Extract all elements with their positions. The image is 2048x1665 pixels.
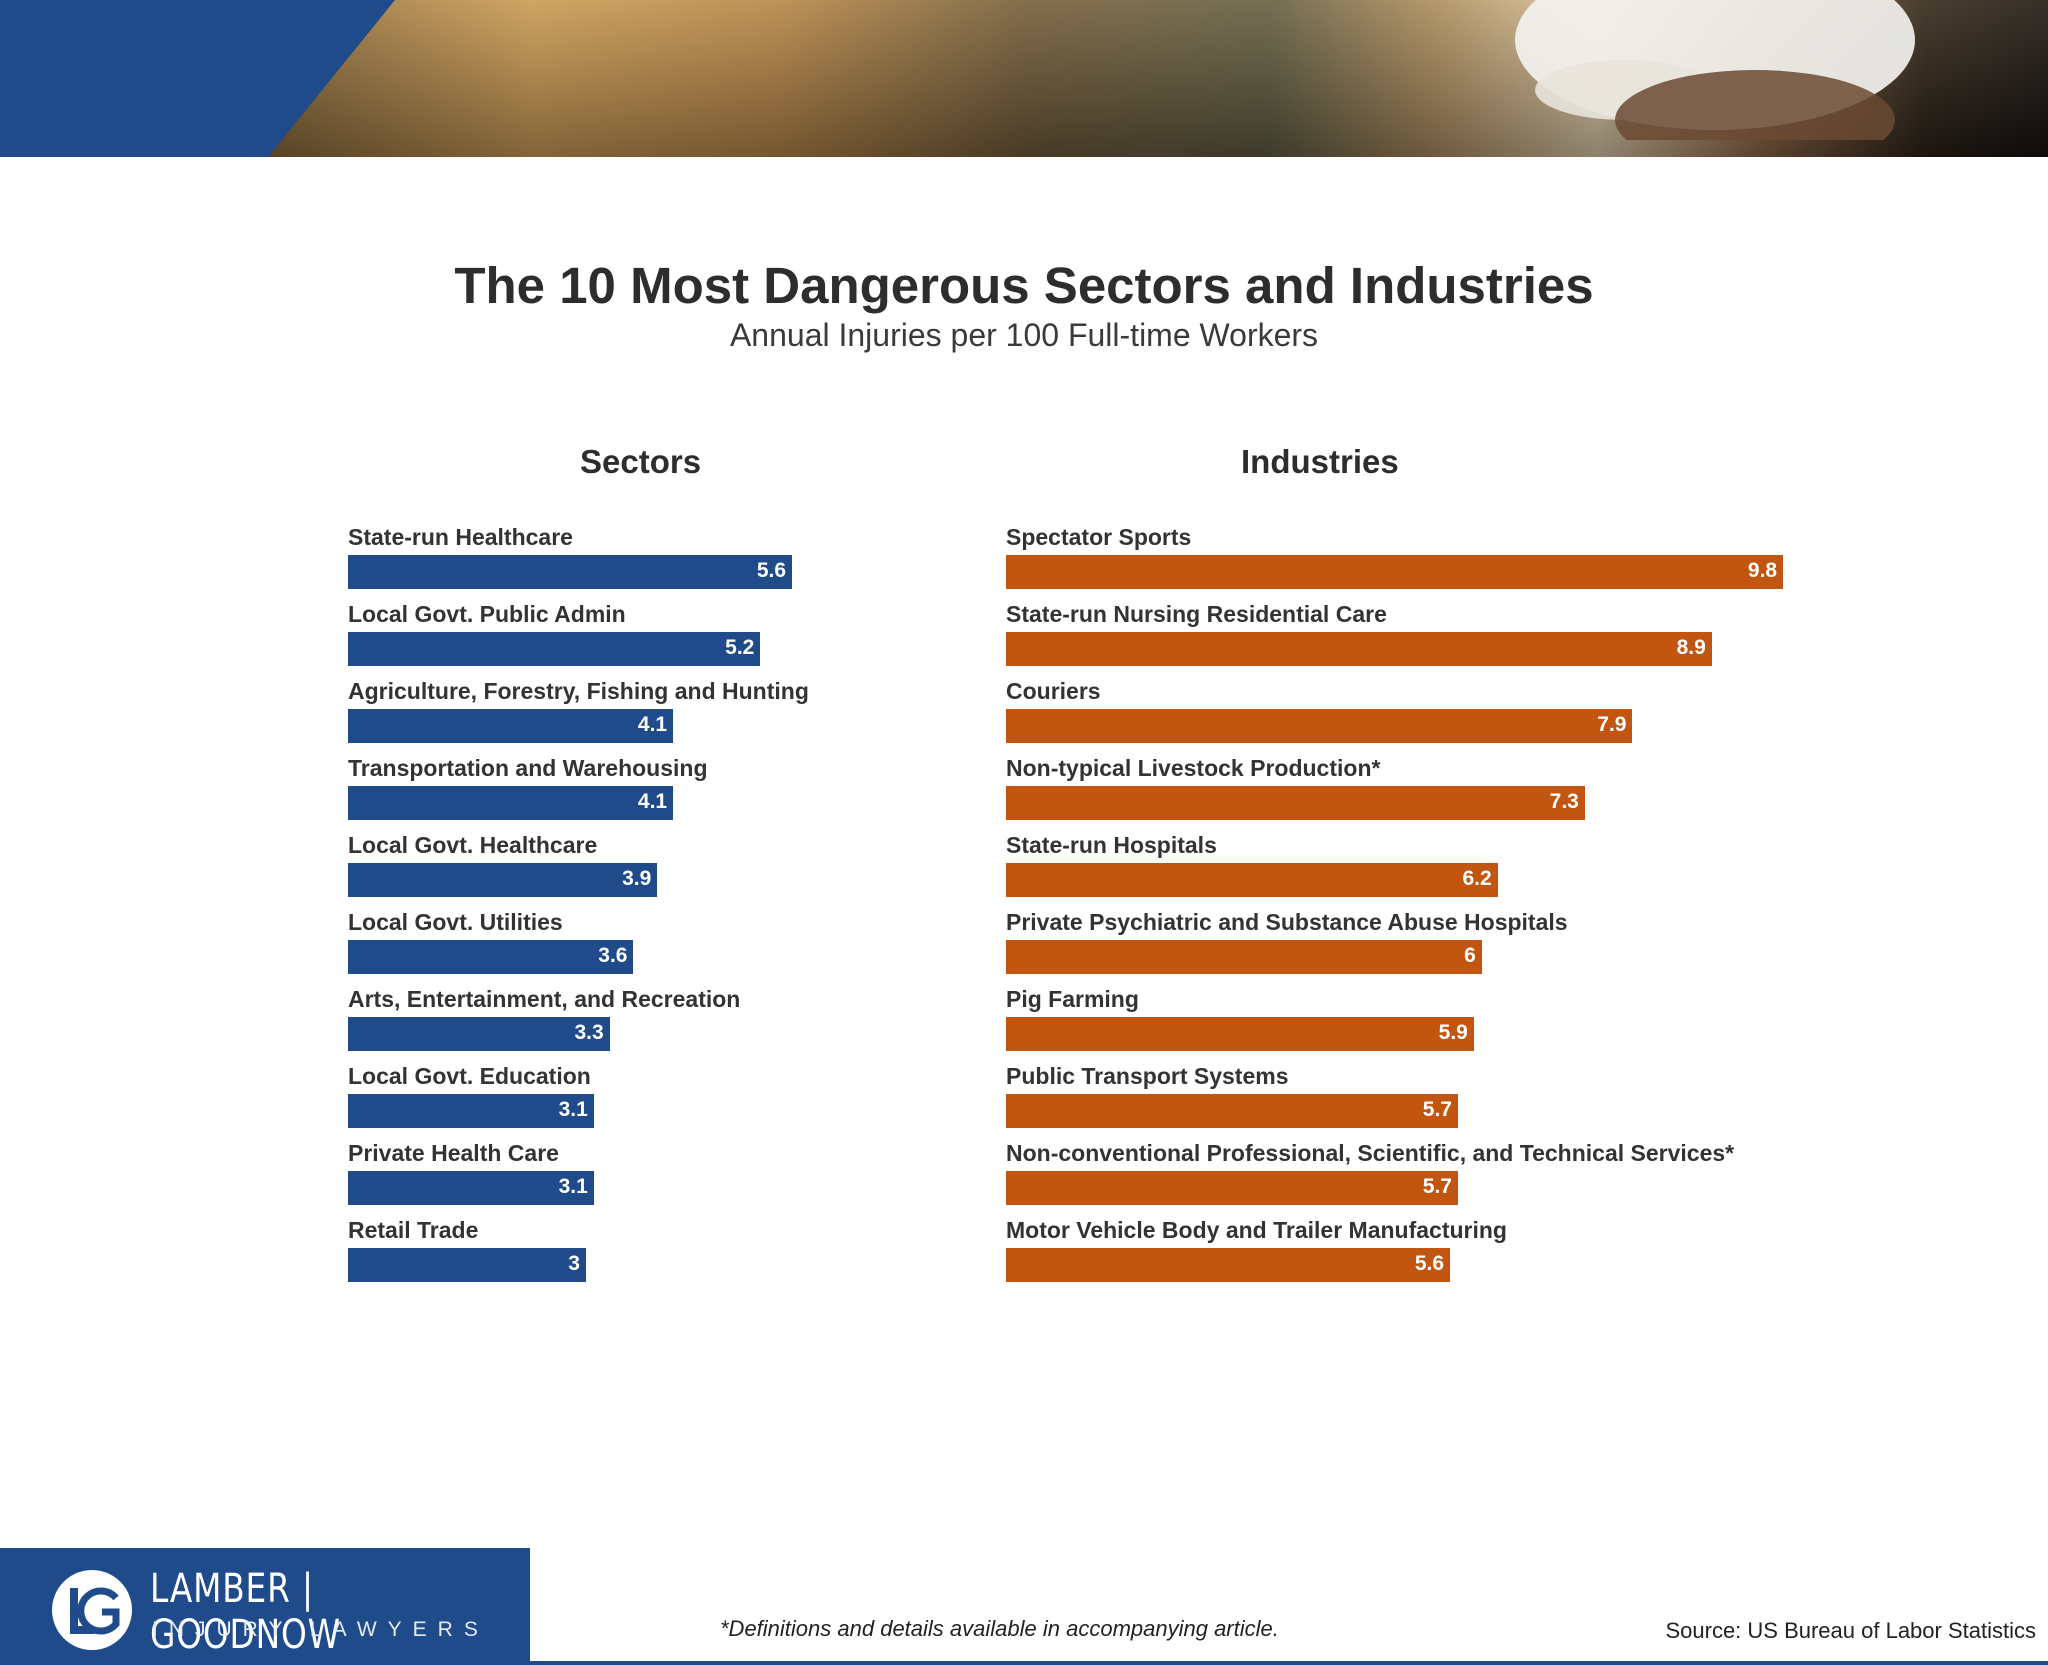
sector-bar: 3 — [348, 1248, 586, 1282]
industry-value-label: 5.7 — [1422, 1175, 1452, 1198]
brand-name: LAMBER | GOODNOW — [150, 1566, 341, 1658]
sector-bar: 3.1 — [348, 1171, 594, 1205]
industry-category-label: Motor Vehicle Body and Trailer Manufactu… — [1006, 1217, 1507, 1243]
sectors-heading: Sectors — [580, 443, 702, 480]
sector-value-label: 3 — [568, 1252, 580, 1275]
industry-category-label: Pig Farming — [1006, 986, 1139, 1012]
footer-rule — [0, 1661, 2048, 1665]
sector-value-label: 5.6 — [756, 559, 787, 582]
sector-category-label: State-run Healthcare — [348, 524, 573, 550]
sector-bar: 4.1 — [348, 786, 674, 820]
sector-bar: 3.3 — [348, 1017, 610, 1051]
industry-category-label: Non-typical Livestock Production* — [1006, 755, 1381, 781]
sector-bar: 4.1 — [348, 709, 674, 743]
lg-monogram-icon — [52, 1570, 132, 1650]
sector-bar: 3.1 — [348, 1094, 594, 1128]
industry-category-label: State-run Hospitals — [1006, 832, 1217, 858]
page-subtitle: Annual Injuries per 100 Full-time Worker… — [729, 317, 1319, 353]
industry-bar: 8.9 — [1006, 632, 1712, 666]
sector-category-label: Local Govt. Public Admin — [348, 601, 626, 627]
industry-bar: 5.7 — [1006, 1171, 1458, 1205]
sector-value-label: 3.1 — [558, 1175, 588, 1198]
industry-bar: 5.7 — [1006, 1094, 1458, 1128]
source-credit: Source: US Bureau of Labor Statistics — [1665, 1618, 2036, 1643]
page-title: The 10 Most Dangerous Sectors and Indust… — [454, 257, 1594, 314]
industry-category-label: Couriers — [1006, 678, 1101, 704]
industry-bar: 7.9 — [1006, 709, 1633, 743]
sector-category-label: Private Health Care — [348, 1140, 559, 1166]
sector-bar: 3.6 — [348, 940, 634, 974]
sector-value-label: 5.2 — [725, 636, 755, 659]
industry-value-label: 9.8 — [1747, 559, 1778, 582]
sector-category-label: Local Govt. Education — [348, 1063, 591, 1089]
industry-value-label: 6 — [1464, 944, 1476, 967]
sector-value-label: 4.1 — [637, 713, 668, 736]
sector-value-label: 3.1 — [558, 1098, 588, 1121]
industries-heading: Industries — [1241, 443, 1399, 480]
sector-value-label: 3.3 — [574, 1021, 604, 1044]
industry-bar: 9.8 — [1006, 555, 1784, 589]
sector-category-label: Agriculture, Forestry, Fishing and Hunti… — [348, 678, 809, 704]
blue-corner-wedge — [0, 0, 395, 157]
industry-value-label: 6.2 — [1462, 867, 1492, 890]
sectors-bar-chart: State-run Healthcare 5.6 Local Govt. Publi… — [348, 524, 968, 1284]
sector-value-label: 4.1 — [637, 790, 668, 813]
industry-value-label: 5.6 — [1414, 1252, 1445, 1275]
industry-bar: 5.9 — [1006, 1017, 1474, 1051]
header-photo-banner — [0, 0, 2048, 157]
industry-bar: 6 — [1006, 940, 1482, 974]
industry-category-label: State-run Nursing Residential Care — [1006, 601, 1387, 627]
industry-category-label: Public Transport Systems — [1006, 1063, 1289, 1089]
industry-bar: 5.6 — [1006, 1248, 1451, 1282]
brand-logo[interactable]: LAMBER | GOODNOW INJURY LAWYERS — [0, 1548, 530, 1665]
industry-category-label: Spectator Sports — [1006, 524, 1192, 550]
industry-value-label: 7.9 — [1597, 713, 1627, 736]
industry-category-label: Private Psychiatric and Substance Abuse … — [1006, 909, 1568, 935]
sector-bar: 3.9 — [348, 863, 658, 897]
industries-bar-chart: Spectator Sports 9.8 State-run Nursing Res… — [1006, 524, 2006, 1284]
footnote: *Definitions and details available in ac… — [720, 1616, 1279, 1641]
sector-category-label: Local Govt. Utilities — [348, 909, 563, 935]
industry-value-label: 5.7 — [1422, 1098, 1452, 1121]
sector-bar: 5.6 — [348, 555, 793, 589]
sector-category-label: Arts, Entertainment, and Recreation — [348, 986, 741, 1012]
sector-category-label: Local Govt. Healthcare — [348, 832, 598, 858]
industry-bar: 6.2 — [1006, 863, 1498, 897]
industry-category-label: Non-conventional Professional, Scientifi… — [1006, 1140, 1735, 1166]
industry-bar: 7.3 — [1006, 786, 1585, 820]
brand-tagline: INJURY LAWYERS — [152, 1618, 489, 1641]
sector-category-label: Transportation and Warehousing — [348, 755, 708, 781]
industry-value-label: 5.9 — [1438, 1021, 1468, 1044]
sector-bar: 5.2 — [348, 632, 761, 666]
sector-category-label: Retail Trade — [348, 1217, 479, 1243]
sector-value-label: 3.6 — [598, 944, 628, 967]
sector-value-label: 3.9 — [622, 867, 652, 890]
hard-hat-image — [1515, 0, 1915, 140]
industry-value-label: 8.9 — [1676, 636, 1706, 659]
industry-value-label: 7.3 — [1549, 790, 1579, 813]
